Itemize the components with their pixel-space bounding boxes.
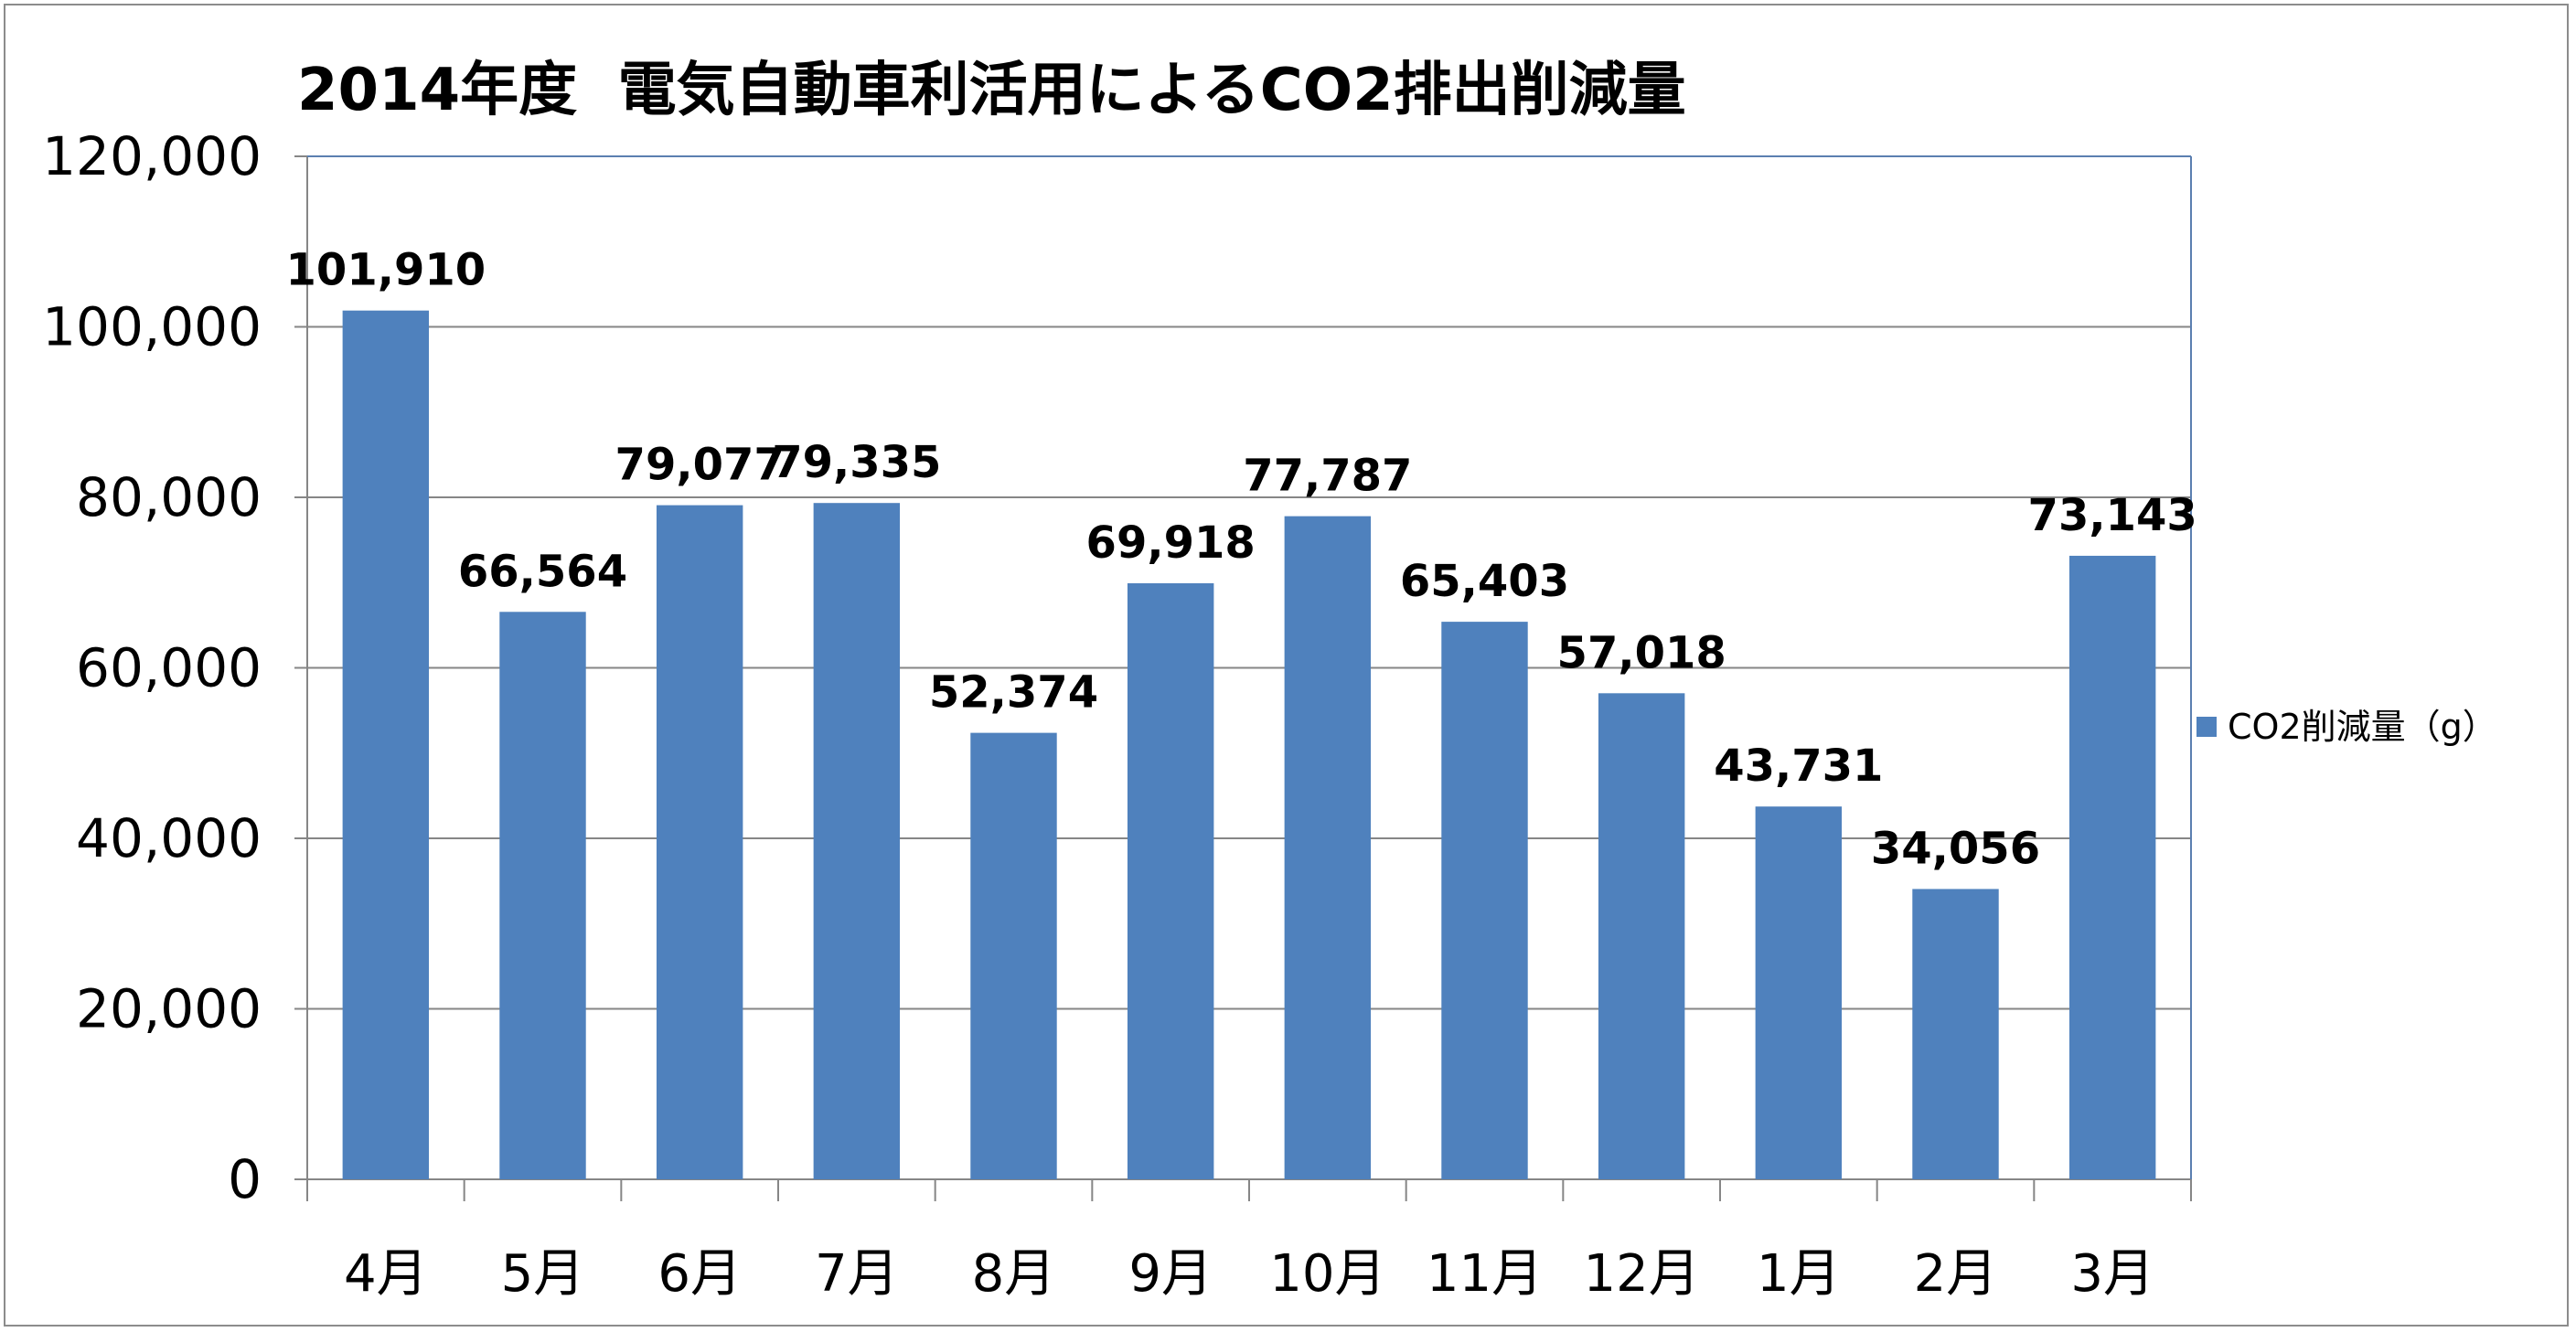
data-label: 73,143 [2028, 490, 2197, 541]
x-tick-label: 8月 [972, 1244, 1056, 1304]
bar [2068, 555, 2156, 1179]
x-tick-label: 12月 [1584, 1244, 1700, 1304]
x-axis-ticks: 4月 5月 6月 7月 8月 9月 10月 11月 12月 1月 2月 3月 [306, 1179, 2192, 1304]
bar [342, 310, 430, 1180]
data-label: 52,374 [929, 667, 1098, 719]
x-tick-label: 11月 [1427, 1244, 1543, 1304]
data-label: 65,403 [1400, 556, 1569, 607]
legend-swatch [2197, 717, 2217, 737]
bar [499, 612, 586, 1179]
x-tick-label: 2月 [1914, 1244, 1998, 1304]
x-tick-label: 5月 [501, 1244, 585, 1304]
data-label: 43,731 [1714, 741, 1883, 792]
data-label: 79,077 [615, 440, 785, 491]
y-axis-ticks: 0 20,000 40,000 60,000 80,000 100,000 120,000 [42, 125, 307, 1210]
y-tick-label: 80,000 [76, 466, 262, 528]
x-tick-label: 6月 [657, 1244, 742, 1304]
x-tick-label: 4月 [344, 1244, 428, 1304]
chart-title: 2014年度 電気自動車利活用によるCO2排出削減量 [297, 57, 1686, 124]
bar [1441, 622, 1528, 1179]
bar [1598, 693, 1685, 1179]
data-label: 69,918 [1086, 517, 1256, 569]
y-tick-label: 40,000 [76, 807, 262, 869]
x-tick-label: 1月 [1757, 1244, 1841, 1304]
bars [342, 310, 2156, 1180]
y-tick-label: 20,000 [76, 978, 262, 1040]
x-tick-label: 9月 [1128, 1244, 1213, 1304]
x-tick-label: 10月 [1269, 1244, 1385, 1304]
bar [1912, 889, 1999, 1179]
data-label: 66,564 [458, 546, 627, 597]
bar [1755, 806, 1843, 1179]
x-tick-label: 3月 [2070, 1244, 2154, 1304]
data-label: 34,056 [1871, 823, 2040, 874]
legend: CO2削減量（g） [2197, 707, 2497, 747]
bar [813, 503, 901, 1179]
axes [306, 155, 2192, 1201]
bar [656, 505, 743, 1179]
data-label: 79,335 [772, 437, 941, 488]
y-tick-label: 0 [228, 1148, 262, 1210]
bar [1284, 516, 1372, 1179]
y-tick-label: 60,000 [76, 637, 262, 699]
y-tick-label: 100,000 [42, 296, 262, 358]
bar [1127, 583, 1214, 1179]
y-tick-label: 120,000 [42, 125, 262, 187]
data-label: 77,787 [1243, 451, 1412, 502]
data-label: 101,910 [286, 245, 486, 296]
bar [970, 732, 1057, 1179]
data-label: 57,018 [1557, 627, 1726, 678]
legend-label: CO2削減量（g） [2228, 707, 2497, 747]
x-tick-label: 7月 [815, 1244, 899, 1304]
